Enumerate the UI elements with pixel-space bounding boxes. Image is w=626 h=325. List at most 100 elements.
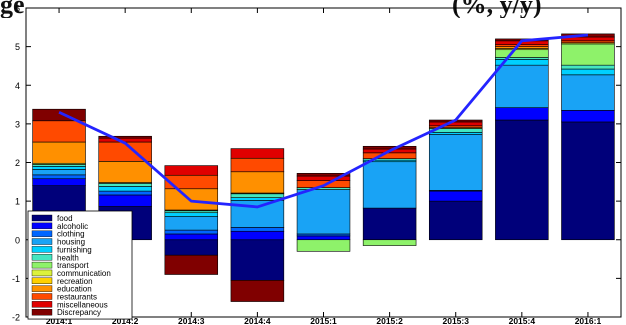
total-line-path	[58, 33, 589, 209]
bar-segment-housing-7	[495, 64, 549, 108]
y-tick-label: 2	[15, 158, 20, 168]
total-line	[58, 33, 589, 209]
legend-swatch-transport	[31, 261, 53, 269]
axes: -2 -1 0 1 2 3 4 5 6 2014:1 2014:2 2014:3 2014:4 2015:…	[12, 4, 622, 325]
legend-swatch-discrepancy	[31, 309, 53, 316]
legend-swatch-restaurants	[31, 293, 53, 300]
bar-segment-miscellaneous-2	[164, 165, 219, 176]
bar-segment-restaurants-3	[230, 157, 285, 173]
x-tick-label: 2015:2	[376, 316, 403, 325]
bar-segment-alcoholic-7	[495, 107, 549, 121]
legend-swatch-food	[31, 214, 53, 222]
legend-swatch-recreation	[31, 277, 53, 284]
bar-segment-alcoholic-6	[428, 190, 483, 202]
bar-segment-clothing-2	[164, 229, 219, 235]
legend: foodalcoholicclothinghousingfurnishinghe…	[27, 210, 133, 320]
bar-segment-housing-4	[296, 189, 351, 235]
legend-label-housing: housing	[57, 238, 85, 247]
bar-segment-furnishing-1	[98, 186, 152, 192]
bar-segment-furnishing-8	[561, 68, 615, 76]
bar-segment-transport-4	[296, 239, 351, 252]
bar-segment-clothing-3	[230, 227, 285, 232]
legend-label-communication: communication	[57, 269, 111, 278]
title-fragment-area: ge (%, y/y)	[0, 0, 626, 18]
legend-swatch-clothing	[31, 230, 53, 237]
bar-segment-housing-0	[32, 169, 86, 176]
bar-segment-discrepancy-2	[164, 254, 219, 275]
bar-segment-education-3	[230, 171, 285, 194]
x-tick-label: 2014:4	[244, 316, 271, 325]
legend-label-restaurants: restaurants	[57, 293, 97, 302]
legend-swatch-communication	[31, 269, 53, 277]
y-tick-label: 0	[15, 235, 20, 245]
y-tick-label: 6	[15, 4, 20, 14]
x-tick-label: 2015:3	[442, 316, 469, 325]
bar-segment-transport-5	[362, 239, 417, 246]
legend-label-miscellaneous: miscellaneous	[57, 300, 108, 309]
bar-segment-housing-3	[230, 200, 285, 228]
y-tick-label: 5	[15, 42, 20, 52]
bar-segment-miscellaneous-3	[230, 148, 285, 159]
legend-label-recreation: recreation	[57, 277, 93, 286]
bar-segment-clothing-1	[98, 190, 152, 196]
bar-segment-food-3	[230, 239, 285, 281]
legend-swatch-alcoholic	[31, 222, 53, 230]
bar-segment-discrepancy-4	[296, 173, 351, 177]
bar-segment-food-2	[164, 239, 219, 256]
bar-segment-furnishing-2	[164, 212, 219, 217]
bar-segment-alcoholic-4	[296, 235, 351, 241]
bar-segment-alcoholic-3	[230, 230, 285, 241]
legend-swatch-miscellaneous	[31, 301, 53, 308]
legend-swatch-education	[31, 285, 53, 292]
legend-label-food: food	[57, 214, 73, 223]
bar-segment-health-1	[98, 183, 152, 187]
legend-label-health: health	[57, 253, 79, 262]
legend-swatch-furnishing	[31, 246, 53, 253]
bar-segment-housing-8	[561, 74, 615, 111]
bar-segment-food-5	[362, 207, 417, 241]
x-tick-label: 2014:1	[46, 316, 73, 325]
bar-segment-discrepancy-0	[32, 108, 86, 122]
legend-label-education: education	[57, 285, 92, 294]
y-tick-label: -2	[12, 313, 20, 323]
title-fragment-right: (%, y/y)	[452, 0, 542, 18]
legend-label-alcoholic: alcoholic	[57, 222, 88, 231]
bar-segment-housing-2	[164, 216, 219, 231]
bar-segment-furnishing-0	[32, 166, 86, 170]
bar-segment-discrepancy-1	[98, 135, 152, 139]
bar-segment-food-8	[561, 121, 615, 241]
legend-label-clothing: clothing	[57, 230, 85, 239]
bar-segment-discrepancy-5	[362, 145, 417, 150]
legend-label-discrepancy: Discrepancy	[57, 308, 101, 317]
bar-segment-alcoholic-2	[164, 233, 219, 241]
bar-segment-education-0	[32, 141, 86, 164]
bar-segment-miscellaneous-1	[98, 137, 152, 143]
bar-segment-transport-7	[495, 49, 549, 58]
x-tick-label: 2015:1	[310, 316, 337, 325]
title-fragment-left: ge	[0, 0, 25, 18]
y-tick-label: -1	[12, 274, 20, 284]
x-tick-label: 2014:3	[178, 316, 205, 325]
x-tick-label: 2016:1	[575, 316, 602, 325]
legend-label-transport: transport	[57, 261, 89, 270]
bar-segment-health-3	[230, 193, 285, 198]
bar-segment-restaurants-5	[362, 152, 417, 159]
legend-swatch-housing	[31, 238, 53, 245]
legend-label-furnishing: furnishing	[57, 245, 92, 254]
bar-segment-restaurants-0	[32, 120, 86, 143]
bar-segment-alcoholic-0	[32, 178, 86, 186]
y-tick-label: 3	[15, 119, 20, 129]
bar-segment-education-1	[98, 161, 152, 183]
bar-segment-housing-6	[428, 134, 483, 191]
bar-segment-food-6	[428, 200, 483, 241]
x-tick-label: 2014:2	[112, 316, 139, 325]
bar-segment-alcoholic-1	[98, 194, 152, 207]
bar-segment-clothing-0	[32, 174, 86, 180]
x-tick-label: 2015:4	[509, 316, 536, 325]
legend-swatch-health	[31, 254, 53, 261]
y-tick-label: 4	[15, 81, 20, 91]
bar-segment-housing-5	[362, 161, 417, 209]
y-tick-label: 1	[15, 197, 20, 207]
